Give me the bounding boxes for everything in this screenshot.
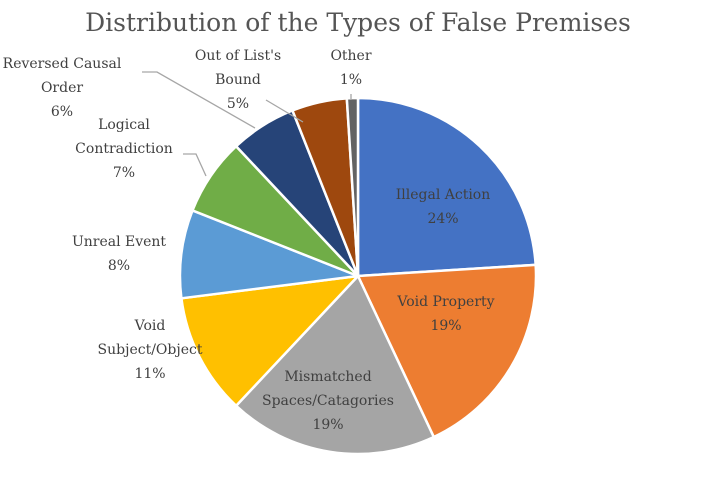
- leader-line: [265, 99, 304, 123]
- pie-slice-other: [345, 96, 360, 278]
- slice-label: Mismatched Spaces/Catagories 19%: [262, 369, 394, 433]
- leader-line: [142, 71, 256, 129]
- slice-label: Illegal Action 24%: [396, 187, 491, 227]
- pie-slice-void-property: [356, 263, 538, 439]
- pie-slices: [178, 96, 538, 456]
- slice-label: Reversed Causal Order 6%: [3, 56, 122, 120]
- chart-title: Distribution of the Types of False Premi…: [85, 8, 631, 37]
- slice-label: Logical Contradiction 7%: [75, 117, 173, 181]
- slice-label: Void Property 19%: [396, 294, 494, 334]
- slice-label: Other 1%: [330, 48, 371, 88]
- leader-line: [183, 153, 207, 177]
- pie-slice-illegal-action: [356, 96, 537, 278]
- pie-slice-unreal-event: [178, 209, 360, 300]
- pie-slice-mismatched-spaces-catagories: [234, 274, 436, 456]
- slice-label: Void Subject/Object 11%: [98, 318, 203, 382]
- slice-labels: Illegal Action 24% Void Property 19%Mismatc…: [3, 48, 495, 433]
- pie-slice-void-subject-object: [180, 274, 360, 408]
- slice-label: Unreal Event 8%: [72, 234, 166, 274]
- slice-label: Out of List's Bound 5%: [195, 48, 281, 112]
- leader-lines: [142, 71, 352, 177]
